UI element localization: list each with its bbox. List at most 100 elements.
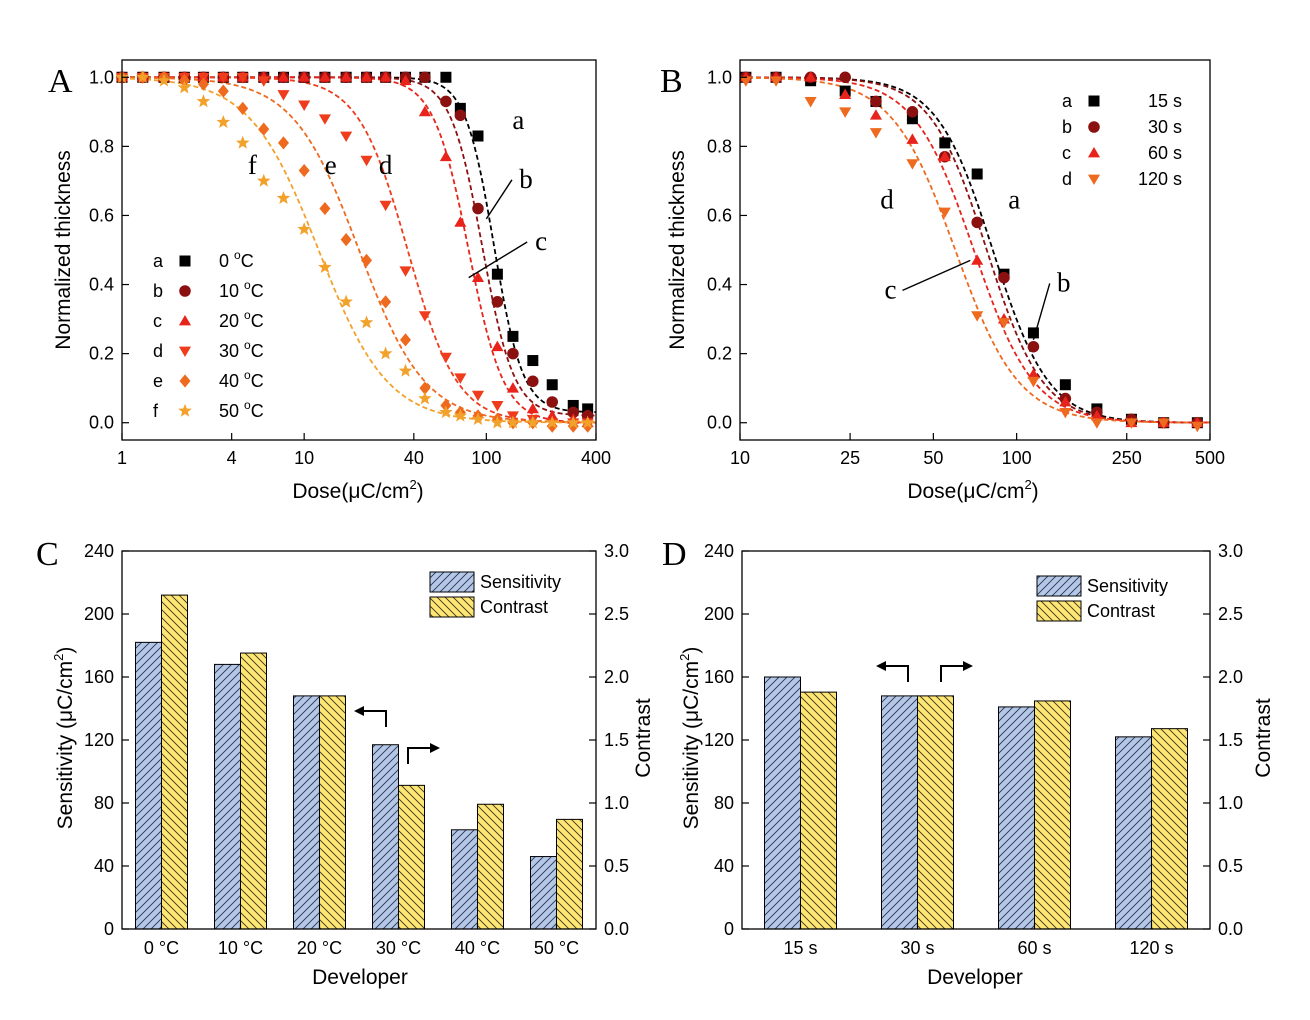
panel-b-curve-label-b: b: [1057, 267, 1071, 297]
panel-b-point-d: [770, 76, 783, 87]
panel-b-legend-letter-b: b: [1062, 117, 1072, 137]
panel-b-point-c: [1059, 395, 1072, 407]
panel-a-y-tick-label: 1.0: [89, 67, 114, 87]
panel-a-y-tick-label: 0.8: [89, 136, 114, 156]
panel-d-y-tick-label: 0: [724, 919, 734, 939]
panel-b-point-d: [1125, 418, 1138, 429]
panel-c-y-tick-label: 0: [104, 919, 114, 939]
panel-a-point-e: [361, 253, 373, 267]
panel-c-contrast-bar: [319, 695, 346, 930]
panel-a-callout-line-c: [468, 241, 528, 279]
panel-b-x-tick-label: 10: [730, 448, 750, 468]
panel-a-point-a: [454, 102, 466, 114]
panel-b-point-c: [804, 71, 817, 82]
panel-d-sensitivity-bar: [998, 706, 1035, 930]
panel-d-y2-axis-title: Contrast: [1252, 698, 1275, 778]
panel-b-point-b: [971, 216, 983, 229]
panel-a-point-f: [216, 115, 231, 128]
panel-letter-c: C: [36, 536, 59, 573]
panel-a-point-e: [298, 163, 310, 178]
panel-a-point-a: [440, 71, 452, 83]
panel-c-y-tick-label: 80: [94, 793, 114, 813]
panel-a-y-tick-label: 0.4: [89, 275, 114, 295]
panel-c-x-axis-title: Developer: [312, 966, 408, 989]
panel-a-point-f: [318, 260, 332, 274]
panel-c-y-axis-title: Sensitivity (μC/cm2): [51, 647, 77, 830]
panel-a-fit-line-c: [122, 76, 597, 424]
panel-a-point-d: [277, 90, 290, 101]
panel-a-point-b: [454, 109, 467, 122]
panel-b-legend-label-a: 15 s: [1148, 91, 1182, 111]
panel-a-legend-letter-a: a: [153, 251, 164, 271]
panel-a-point-f: [418, 391, 432, 405]
panel-a-legend-label-e: 40 oC: [219, 368, 264, 391]
panel-a-point-f: [276, 191, 291, 204]
panel-d-sensitivity-bar: [1115, 736, 1152, 930]
panel-a-point-d: [236, 72, 249, 84]
panel-b-curve-label-c: c: [885, 274, 897, 304]
panel-a-point-f: [157, 73, 171, 87]
panel-b-x-tick-label: 50: [923, 448, 943, 468]
panel-c-y-tick-label: 240: [84, 541, 114, 561]
panel-c-contrast-bar: [556, 818, 583, 930]
panel-c-x-tick-label: 20 °C: [297, 938, 342, 958]
panel-b-legend: a 15 s b 30 s c 60 s d 120 s: [1062, 91, 1182, 189]
panel-b-x-tick-label: 500: [1195, 448, 1225, 468]
panel-b-point-d: [906, 159, 919, 170]
panel-d-contrast-bar: [1034, 700, 1071, 930]
panel-c-sensitivity-bar: [214, 663, 241, 930]
panel-c-x-tick-label: 30 °C: [376, 938, 421, 958]
panel-a-point-f: [580, 415, 595, 429]
panel-a-point-f: [566, 415, 581, 429]
panel-d-sensitivity-bar: [764, 676, 801, 930]
panel-a-point-c: [379, 71, 392, 82]
panel-a-x-tick-label: 400: [581, 448, 611, 468]
panel-a-point-f: [506, 415, 520, 429]
panel-c-left-axis-arrow: [360, 710, 387, 727]
panel-c-y2-tick-label: 2.0: [604, 667, 629, 687]
panel-a-point-b: [419, 71, 431, 84]
panel-d-plot-area: 15 s 30 s 60 s 120 s 0 40 80 120 160 200 240 0.0 0.5…: [704, 541, 1243, 958]
panel-d-y2-tick-label: 2.5: [1218, 604, 1243, 624]
panel-d-contrast-bar: [917, 695, 954, 930]
panel-a-point-d: [360, 155, 373, 167]
panel-b-point-d: [839, 107, 852, 118]
panel-d-left-arrowhead: [876, 661, 886, 671]
panel-c-right-arrowhead: [430, 743, 440, 753]
panel-a-curve-label-f: f: [248, 150, 257, 180]
panel-d-y-tick-label: 160: [704, 667, 734, 687]
panel-a-fit-line-b: [122, 76, 597, 417]
panel-d-legend-swatch-sensitivity: [1036, 575, 1082, 597]
panel-d-y-tick-label: 240: [704, 541, 734, 561]
panel-a-point-c: [526, 402, 539, 414]
panel-a-point-c: [454, 216, 467, 227]
panel-d-legend-label-contrast: Contrast: [1087, 601, 1155, 621]
panel-b-legend-letter-a: a: [1062, 91, 1073, 111]
panel-d-y-axis-title: Sensitivity (μC/cm2): [677, 647, 703, 830]
panel-d-x-tick-label: 30 s: [900, 938, 934, 958]
panel-b-fit-line-d: [739, 76, 1211, 424]
panel-c-y2-tick-label: 0.0: [604, 919, 629, 939]
panel-a-point-d: [491, 401, 504, 412]
panel-a-point-f: [526, 415, 540, 429]
panel-a-point-f: [297, 222, 311, 236]
panel-c-sensitivity-bar: [372, 744, 399, 930]
panel-d-y2-tick-label: 1.0: [1218, 793, 1243, 813]
panel-a-x-axis-title: Dose(μC/cm2): [292, 477, 423, 503]
panel-d-y-tick-label: 200: [704, 604, 734, 624]
panel-b-point-d: [804, 97, 817, 108]
panel-b-legend-letter-d: d: [1062, 169, 1072, 189]
panel-b-y-tick-label: 0.6: [707, 205, 732, 225]
panel-b-callout-line-b: [1032, 283, 1051, 341]
panel-a-point-e: [340, 233, 352, 247]
panel-a-x-tick-label: 10: [294, 448, 314, 468]
panel-a-point-d: [439, 352, 452, 364]
panel-b-legend-label-c: 60 s: [1148, 143, 1182, 163]
panel-c-legend-swatch-contrast: [429, 596, 475, 618]
panel-a-point-f: [545, 415, 560, 429]
panel-b-x-tick-label: 100: [1002, 448, 1032, 468]
panel-letter-d: D: [662, 536, 687, 573]
panel-c-sensitivity-bar: [530, 856, 557, 930]
panel-b-y-axis-title: Normalized thickness: [666, 150, 689, 350]
